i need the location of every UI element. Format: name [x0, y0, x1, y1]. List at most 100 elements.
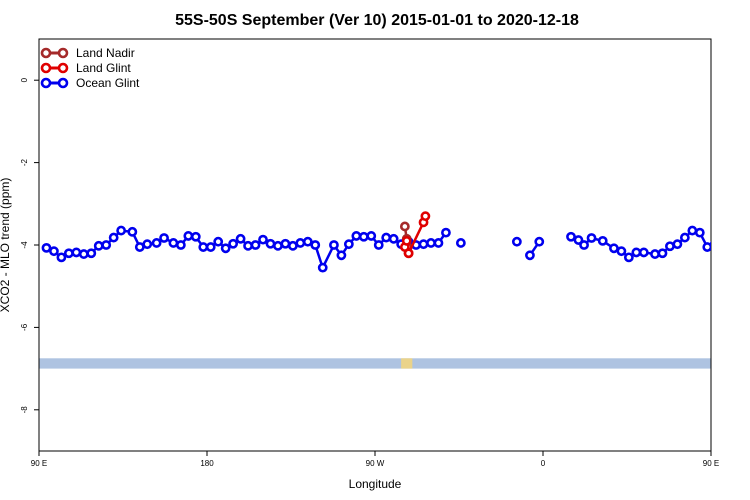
- ocean-glint-point: [609, 243, 619, 254]
- ocean-glint-point: [78, 249, 89, 259]
- ocean-glint-point: [418, 239, 429, 250]
- chart-title: 55S-50S September (Ver 10) 2015-01-01 to…: [175, 12, 579, 29]
- ocean-glint-point: [388, 233, 399, 244]
- ocean-glint-point: [657, 248, 668, 259]
- ocean-glint-point: [235, 233, 246, 244]
- ocean-glint-point: [719, 239, 726, 246]
- ocean-glint-point: [317, 262, 328, 273]
- x-tick-label: 0: [541, 459, 546, 468]
- ocean-glint-point: [672, 239, 683, 250]
- ocean-glint-point: [151, 238, 162, 248]
- ocean-glint-point: [71, 247, 82, 258]
- y-tick-label: 0: [20, 77, 29, 82]
- legend-marker-land-nadir: [57, 47, 69, 59]
- x-tick-label: 180: [200, 459, 214, 468]
- ocean-glint-point: [101, 240, 112, 250]
- ocean-glint-point: [336, 250, 347, 261]
- ocean-glint-point: [190, 231, 201, 242]
- land-glint-point: [401, 235, 412, 246]
- ocean-glint-point: [579, 240, 589, 250]
- x-axis-label: Longitude: [349, 477, 402, 491]
- ocean-glint-point: [228, 238, 239, 249]
- y-tick-label: -4: [20, 241, 29, 249]
- ocean-glint-point: [63, 248, 74, 259]
- ocean-glint-point: [116, 225, 127, 236]
- ocean-glint-point: [597, 235, 608, 246]
- ocean-glint-point: [205, 242, 216, 252]
- ocean-glint-point: [665, 241, 675, 252]
- ocean-band: [39, 358, 711, 369]
- legend-marker-land-glint: [57, 62, 69, 74]
- plot-area: 90 E 180 90 W 0 90 E 0 -2 -4 -6 -8: [20, 38, 741, 468]
- ocean-glint-point: [41, 242, 52, 253]
- ocean-glint-point: [175, 240, 186, 250]
- legend-label-land-nadir: Land Nadir: [76, 46, 135, 60]
- ocean-glint-point: [358, 231, 369, 242]
- ocean-glint-point: [329, 240, 339, 250]
- legend-marker-ocean-glint: [57, 77, 69, 89]
- ocean-glint-point: [250, 240, 261, 250]
- ocean-glint-point: [679, 232, 690, 243]
- ocean-glint-point: [441, 227, 451, 238]
- ocean-glint-point: [265, 238, 276, 249]
- legend-marker-ocean-glint: [40, 77, 52, 89]
- ocean-glint-point: [287, 240, 298, 251]
- land-band-patch: [401, 358, 413, 369]
- series-group: [41, 211, 741, 273]
- ocean-glint-point: [134, 242, 145, 252]
- y-axis-label: XCO2 - MLO trend (ppm): [0, 178, 12, 313]
- ocean-glint-point: [213, 236, 224, 247]
- ocean-glint-point: [343, 239, 354, 250]
- ocean-glint-point: [534, 236, 545, 247]
- ocean-glint-point: [426, 238, 436, 248]
- x-tick-label: 90 W: [366, 459, 385, 468]
- legend-label-land-glint: Land Glint: [76, 61, 131, 75]
- ocean-glint-point: [49, 246, 59, 257]
- ocean-glint-point: [433, 238, 444, 248]
- ocean-glint-point: [381, 232, 392, 243]
- ocean-glint-point: [734, 239, 741, 246]
- ocean-glint-point: [295, 238, 306, 248]
- ocean-glint-point: [511, 236, 522, 247]
- ocean-glint-point: [142, 239, 153, 250]
- ocean-glint-point: [726, 234, 733, 241]
- ocean-glint-point: [566, 231, 576, 242]
- ocean-glint-point: [86, 248, 97, 259]
- ocean-glint-point: [127, 226, 138, 237]
- ocean-glint-point: [709, 241, 711, 248]
- ocean-glint-point: [586, 233, 597, 243]
- ocean-glint-point: [525, 250, 535, 261]
- ocean-glint-point: [351, 231, 362, 241]
- legend-marker-land-nadir: [40, 47, 52, 59]
- y-tick-label: -8: [20, 406, 29, 414]
- ocean-glint-point: [310, 240, 321, 250]
- legend-label-ocean-glint: Ocean Glint: [76, 76, 140, 90]
- ocean-glint-point: [108, 232, 119, 243]
- ocean-glint-point: [93, 240, 104, 251]
- y-tick-label: -2: [20, 158, 29, 166]
- ocean-glint-point: [631, 247, 642, 258]
- ocean-glint-point: [220, 243, 231, 254]
- ocean-glint-point: [183, 231, 194, 241]
- ocean-glint-point: [616, 246, 627, 257]
- ocean-glint-point: [702, 242, 711, 252]
- land-glint-point: [403, 248, 414, 259]
- ocean-glint-point: [455, 238, 466, 248]
- ocean-glint-point: [573, 235, 584, 245]
- ocean-glint-point: [159, 233, 169, 243]
- ocean-glint-point: [694, 227, 705, 238]
- ocean-glint-point: [243, 240, 253, 251]
- ocean-glint-point: [258, 234, 268, 245]
- land-glint-point: [420, 211, 431, 222]
- land-nadir-point: [399, 221, 410, 232]
- ocean-glint-point: [373, 240, 384, 250]
- ocean-glint-point: [638, 247, 649, 258]
- ocean-glint-point: [198, 242, 209, 252]
- x-tick-label: 90 E: [703, 459, 719, 468]
- ocean-glint-point: [623, 252, 634, 263]
- ocean-glint-point: [56, 252, 67, 263]
- ocean-glint-point: [280, 238, 291, 249]
